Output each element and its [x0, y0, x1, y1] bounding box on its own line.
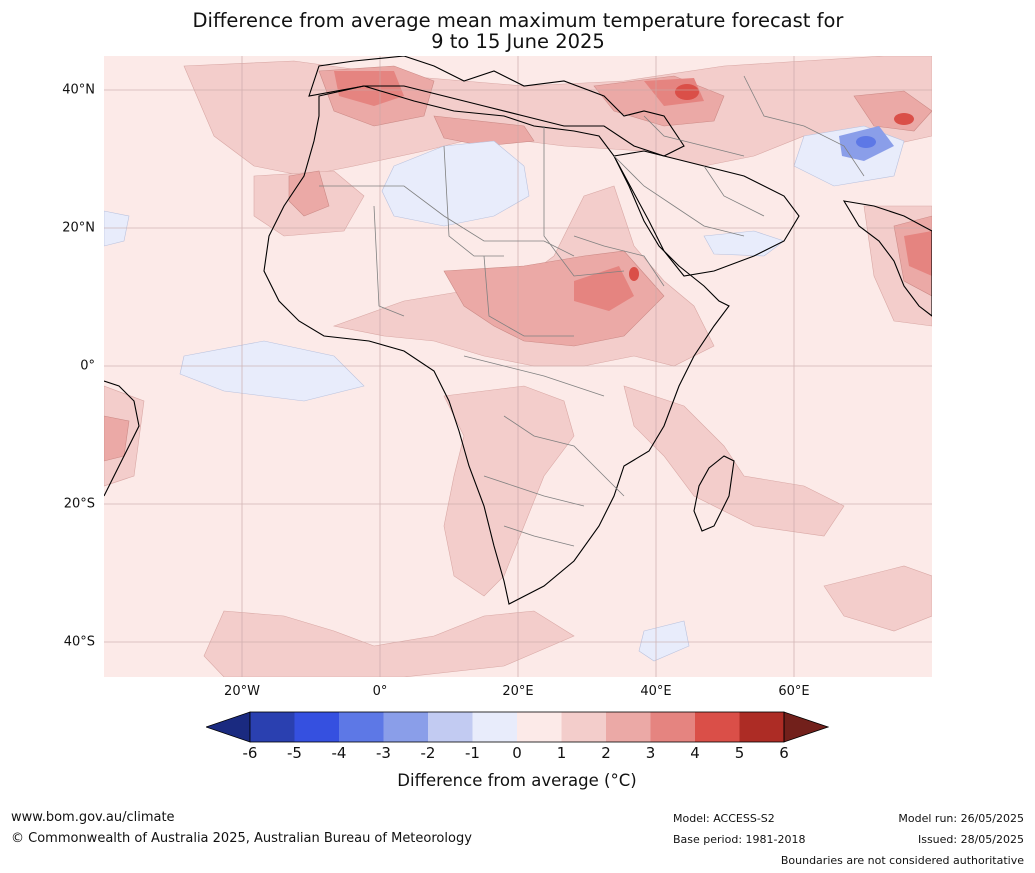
colorbar-tick-label: 6 [779, 744, 789, 762]
copyright-text: © Commonwealth of Australia 2025, Austra… [11, 831, 472, 846]
colorbar-tick-label: 3 [645, 744, 656, 762]
boundaries-disclaimer: Boundaries are not considered authoritat… [780, 854, 1024, 867]
map-panel[interactable] [104, 56, 932, 677]
colorbar-tick-label: 5 [734, 744, 745, 762]
colorbar [206, 711, 829, 743]
lon-label-40e: 40°E [640, 684, 672, 699]
europe-coast [308, 56, 685, 157]
colorbar-tick-label: 2 [601, 744, 611, 762]
colorbar-tick-label: -3 [376, 744, 391, 762]
lat-label-40n: 40°N [62, 82, 95, 98]
model-run-date: Model run: 26/05/2025 [898, 812, 1024, 825]
colorbar-tick-label: 4 [690, 744, 700, 762]
base-period: Base period: 1981-2018 [673, 833, 806, 846]
south-america-coast [104, 380, 140, 497]
colorbar-tick-label: -6 [242, 744, 258, 762]
colorbar-tick-label: -1 [465, 744, 480, 762]
colorbar-extend-low [206, 711, 251, 743]
anomaly-4-5-regions [629, 84, 914, 281]
title-line-2: 9 to 15 June 2025 [431, 30, 605, 53]
map-title: Difference from average mean maximum tem… [104, 10, 932, 52]
colorbar-tick-label: -5 [287, 744, 302, 762]
colorbar-cell [250, 712, 295, 742]
colorbar-cell [606, 712, 651, 742]
colorbar-cell [294, 712, 339, 742]
lat-label-20s: 20°S [63, 496, 95, 512]
colorbar-cell [339, 712, 384, 742]
lat-label-20n: 20°N [62, 220, 95, 236]
india-coast [842, 200, 932, 317]
lat-label-40s: 40°S [63, 634, 95, 650]
coastlines [104, 56, 932, 605]
title-line-1: Difference from average mean maximum tem… [192, 9, 844, 32]
anomaly-minus-1-0-regions [104, 125, 905, 662]
colorbar-cell [383, 712, 428, 742]
colorbar-cell [739, 712, 784, 742]
lon-label-60e: 60°E [778, 684, 810, 699]
colorbar-cell [428, 712, 473, 742]
lat-label-equator: 0° [80, 358, 95, 374]
colorbar-tick-label: -4 [331, 744, 347, 762]
country-borders [319, 75, 865, 547]
colorbar-cell [561, 712, 606, 742]
colorbar-title: Difference from average (°C) [397, 771, 637, 790]
anomaly-minus-3-minus-2-regions [856, 136, 876, 148]
colorbar-cell [695, 712, 740, 742]
colorbar-cell [517, 712, 562, 742]
issued-date: Issued: 28/05/2025 [917, 833, 1024, 846]
colorbar-tick-label: -2 [420, 744, 436, 762]
africa-coast [263, 85, 730, 605]
graticule [104, 56, 932, 677]
colorbar-cell [650, 712, 695, 742]
colorbar-tick-label: 1 [556, 744, 567, 762]
map-canvas [104, 56, 932, 677]
madagascar-coast [693, 455, 735, 532]
colorbar-cells [206, 711, 829, 743]
colorbar-extend-high [783, 711, 829, 743]
colorbar-cell [472, 712, 517, 742]
website-link[interactable]: www.bom.gov.au/climate [11, 810, 175, 825]
lon-label-0: 0° [372, 684, 388, 699]
colorbar-tick-label: 0 [512, 744, 522, 762]
lon-label-20w: 20°W [224, 684, 260, 699]
colorbar-border [249, 711, 785, 743]
model-name: Model: ACCESS-S2 [673, 812, 775, 825]
lon-label-20e: 20°E [502, 684, 534, 699]
